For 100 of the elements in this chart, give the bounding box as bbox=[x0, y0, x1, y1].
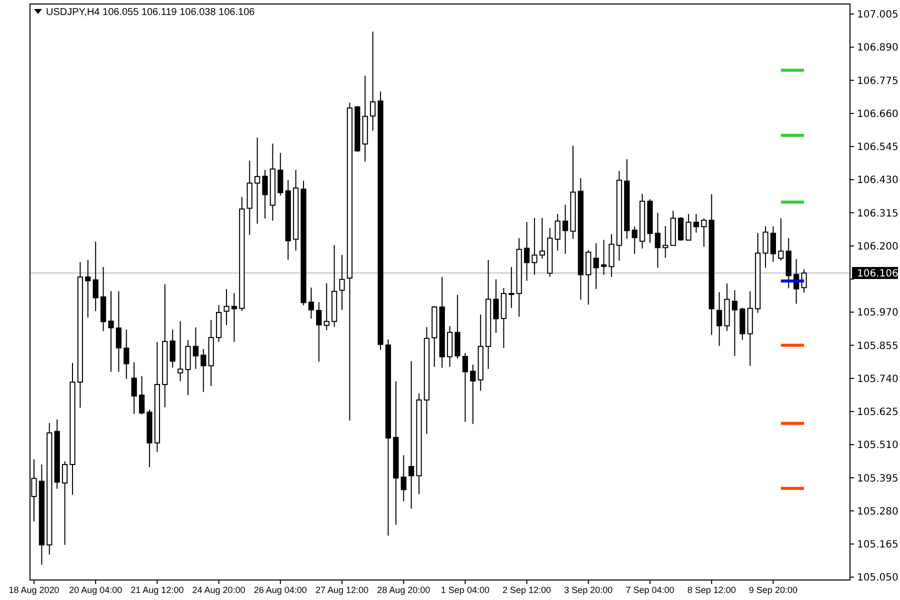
candlestick bbox=[532, 217, 538, 276]
candlestick bbox=[346, 102, 353, 421]
candlestick bbox=[586, 250, 592, 306]
candlestick bbox=[600, 239, 607, 276]
candlestick bbox=[747, 290, 753, 366]
candlestick bbox=[208, 319, 214, 387]
y-tick-label: 106.200 bbox=[857, 241, 898, 252]
candlestick bbox=[138, 376, 145, 415]
candlestick bbox=[624, 158, 630, 240]
candlestick bbox=[316, 302, 322, 362]
candlestick bbox=[170, 328, 176, 368]
candlestick bbox=[177, 320, 184, 382]
candlestick bbox=[162, 284, 168, 408]
x-tick-label: 21 Aug 12:00 bbox=[130, 585, 184, 595]
candlestick bbox=[639, 193, 646, 250]
candlestick bbox=[762, 226, 768, 268]
candlestick bbox=[46, 422, 52, 556]
candlestick bbox=[416, 392, 422, 495]
candlestick bbox=[478, 314, 484, 392]
candlestick bbox=[200, 348, 206, 392]
candlestick bbox=[670, 210, 676, 246]
candlestick bbox=[608, 234, 614, 278]
x-tick-label: 3 Sep 20:00 bbox=[564, 585, 613, 595]
candlestick bbox=[508, 266, 514, 308]
candlestick bbox=[370, 31, 376, 132]
candlestick bbox=[278, 152, 284, 196]
x-tick-label: 9 Sep 20:00 bbox=[748, 585, 798, 595]
candlestick bbox=[539, 217, 546, 260]
candlestick bbox=[54, 419, 60, 490]
candlestick bbox=[92, 241, 98, 312]
candlestick bbox=[446, 325, 453, 368]
x-tick-label: 7 Sep 04:00 bbox=[626, 585, 674, 595]
candlestick bbox=[470, 364, 476, 424]
candlestick bbox=[462, 352, 468, 422]
y-tick-label: 105.280 bbox=[857, 506, 898, 518]
y-tick-label: 106.315 bbox=[857, 208, 898, 220]
chart-title: USDJPY,H4 106.055 106.119 106.038 106.106 bbox=[46, 7, 256, 18]
y-tick-label: 106.775 bbox=[857, 76, 898, 87]
y-tick-label: 106.660 bbox=[857, 108, 898, 120]
y-tick-label: 105.970 bbox=[857, 308, 898, 319]
candlestick bbox=[770, 226, 776, 262]
x-tick-label: 24 Aug 20:00 bbox=[192, 585, 246, 595]
candlestick bbox=[724, 282, 730, 332]
y-tick-label: 105.165 bbox=[857, 540, 898, 550]
x-tick-label: 28 Aug 20:00 bbox=[377, 585, 430, 595]
candlestick bbox=[654, 212, 661, 268]
candlestick bbox=[801, 268, 807, 294]
candlestick bbox=[754, 232, 761, 314]
ref-line-label: 106.106 bbox=[857, 268, 898, 280]
candlestick bbox=[647, 198, 653, 244]
x-tick-label: 8 Sep 12:00 bbox=[687, 585, 736, 595]
candlestick bbox=[246, 160, 252, 236]
candlestick bbox=[224, 288, 230, 326]
y-tick-label: 107.005 bbox=[857, 10, 898, 21]
candlestick bbox=[547, 228, 553, 278]
candlestick bbox=[439, 276, 445, 368]
candlestick bbox=[454, 294, 460, 360]
candlestick bbox=[408, 360, 414, 510]
y-tick-label: 105.050 bbox=[857, 572, 898, 584]
y-tick-label: 105.855 bbox=[857, 340, 898, 352]
candlestick bbox=[385, 339, 392, 536]
candlestick bbox=[324, 282, 330, 331]
candlestick bbox=[400, 454, 406, 502]
candlestick bbox=[146, 409, 152, 468]
candlestick bbox=[662, 226, 668, 258]
candlestick bbox=[77, 262, 84, 408]
candlestick bbox=[131, 362, 137, 414]
candlestick bbox=[378, 91, 384, 350]
candlestick bbox=[500, 287, 507, 348]
candlestick bbox=[693, 213, 700, 234]
candlestick bbox=[254, 137, 260, 224]
x-tick-label: 26 Aug 04:00 bbox=[254, 585, 307, 595]
candlestick bbox=[632, 226, 638, 254]
candlestick bbox=[485, 260, 492, 370]
candlestick bbox=[185, 340, 191, 396]
y-tick-label: 106.545 bbox=[857, 142, 898, 154]
candlestick bbox=[285, 179, 291, 260]
candlestick bbox=[262, 169, 268, 220]
y-tick-label: 105.625 bbox=[857, 407, 898, 418]
candlestick bbox=[70, 362, 76, 496]
candlestick bbox=[424, 326, 430, 434]
candlestick bbox=[716, 292, 722, 346]
y-tick-label: 105.740 bbox=[857, 374, 898, 385]
candlestick bbox=[331, 244, 338, 328]
candlestick bbox=[562, 204, 568, 254]
candlestick bbox=[778, 218, 784, 262]
candlestick bbox=[524, 222, 530, 282]
candlestick bbox=[678, 216, 684, 242]
candlestick bbox=[124, 328, 130, 380]
candlestick bbox=[308, 287, 314, 320]
y-tick-label: 105.510 bbox=[857, 440, 898, 452]
candlestick bbox=[231, 292, 238, 342]
candlestick bbox=[616, 170, 622, 262]
candlestick bbox=[116, 290, 122, 372]
candlestick bbox=[570, 145, 576, 240]
candlestick bbox=[732, 290, 738, 356]
y-tick-label: 106.890 bbox=[857, 42, 898, 54]
candlestick bbox=[292, 169, 299, 252]
candlestick bbox=[708, 194, 714, 336]
candlestick bbox=[701, 218, 707, 248]
